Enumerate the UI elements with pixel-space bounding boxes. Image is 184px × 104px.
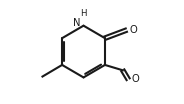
Text: O: O <box>130 25 138 35</box>
Text: H: H <box>80 9 87 18</box>
Text: O: O <box>132 74 139 84</box>
Text: N: N <box>73 18 80 28</box>
